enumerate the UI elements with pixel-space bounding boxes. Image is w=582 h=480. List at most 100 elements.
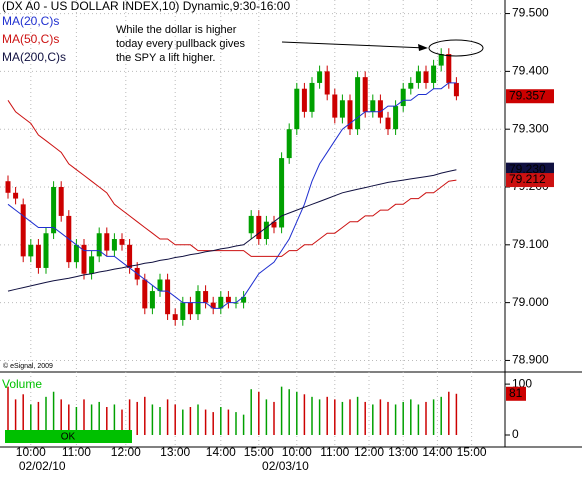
candle-body [73, 244, 79, 263]
annotation: While the dollar is higher [116, 24, 237, 36]
volume-label: Volume [2, 377, 42, 391]
candle-body [5, 181, 11, 193]
candle-body [423, 71, 429, 83]
candle-body [347, 100, 353, 130]
ma-box [506, 173, 554, 188]
price-box [506, 89, 554, 104]
date-label: 02/03/10 [262, 459, 309, 473]
x-tick-label: 10:00 [16, 445, 46, 459]
moving-average [7, 100, 457, 257]
candle-body [301, 88, 307, 112]
candle-body [393, 106, 399, 130]
candle-body [51, 187, 57, 234]
candle-body [104, 233, 110, 251]
legend-entry: MA(50,C)s [2, 32, 59, 46]
candle-body [339, 100, 345, 118]
candle-body [248, 215, 254, 234]
marks [5, 48, 459, 435]
annotation: the SPY a lift higher. [116, 52, 215, 64]
copyright: © eSignal, 2009 [3, 362, 53, 370]
ma-box-label: 79.230 [509, 162, 546, 176]
date-label: 02/02/10 [19, 459, 66, 473]
y-tick-label: 79.000 [512, 295, 549, 309]
candle-body [309, 82, 315, 112]
price-box-label: 79.357 [509, 88, 546, 102]
candle-body [157, 279, 163, 292]
candle-body [317, 71, 323, 83]
x-tick-label: 15:00 [244, 445, 274, 459]
candle-body [35, 244, 41, 268]
candle-body [96, 233, 102, 257]
candle-body [111, 239, 117, 251]
arrow-head [418, 44, 428, 51]
candle-body [362, 77, 368, 112]
candle-body [43, 233, 49, 268]
x-tick-label: 11:00 [62, 445, 91, 459]
candle-body [149, 291, 155, 309]
candle-body [286, 129, 292, 159]
x-tick-label: 15:00 [457, 445, 487, 459]
candle-body [58, 187, 64, 216]
ma-box-label: 79.212 [509, 172, 546, 186]
candle-body [127, 244, 133, 268]
x-tick-label: 13:00 [160, 445, 190, 459]
candle-body [332, 94, 338, 118]
candle-body [400, 88, 406, 107]
chart-title: (DX A0 - US DOLLAR INDEX,10) Dynamic,9:3… [2, 0, 290, 13]
candle-body [271, 221, 277, 228]
candle-body [180, 302, 186, 320]
candle-body [438, 54, 444, 66]
candle-body [256, 215, 262, 240]
candle-body [241, 296, 247, 303]
annotation: today every pullback gives [116, 38, 246, 50]
candle-body [385, 117, 391, 130]
volume-box [506, 386, 526, 401]
candle-body [203, 291, 209, 303]
candle-body [13, 192, 19, 199]
y-tick-label: 79.500 [512, 6, 549, 20]
annotation-arrow [281, 41, 427, 49]
y-tick-label: 79.100 [512, 237, 549, 251]
candle-body [453, 82, 459, 97]
candle-body [446, 54, 452, 83]
y-tick-label: 79.400 [512, 64, 549, 78]
x-tick-label: 13:00 [388, 445, 418, 459]
candle-body [225, 296, 231, 303]
candle-body [408, 82, 414, 89]
candle-body [165, 279, 171, 315]
x-tick-label: 12:00 [354, 445, 384, 459]
x-tick-label: 10:00 [282, 445, 312, 459]
candle-body [187, 302, 193, 315]
annotation-ellipse [428, 39, 484, 57]
candle-body [263, 221, 269, 240]
candle-body [431, 65, 437, 83]
candle-body [370, 100, 376, 112]
candle-body [294, 88, 300, 130]
volume-tick-label: 0 [512, 427, 519, 441]
status-button-label[interactable]: OK [61, 432, 76, 443]
candle-body [89, 256, 95, 274]
candle-body [233, 302, 239, 304]
status-button[interactable] [5, 430, 132, 443]
x-tick-label: 14:00 [422, 445, 452, 459]
candle-body [81, 244, 87, 274]
y-tick-label: 78.900 [512, 353, 549, 367]
candle-body [119, 239, 125, 245]
x-tick-label: 11:00 [320, 445, 349, 459]
candle-body [28, 244, 34, 257]
x-tick-label: 14:00 [206, 445, 236, 459]
legend-entry: MA(20,C)s [2, 14, 59, 28]
legend-entry: MA(200,C)s [2, 50, 66, 64]
moving-average [7, 169, 457, 292]
candle-body [415, 71, 421, 83]
candle-body [324, 71, 330, 95]
candle-body [279, 158, 285, 228]
candle-body [20, 204, 26, 257]
candle-body [355, 77, 361, 130]
y-tick-label: 79.300 [512, 121, 549, 135]
candle-body [172, 314, 178, 320]
volume-box-label: 81 [509, 386, 523, 400]
candle-body [142, 279, 148, 309]
